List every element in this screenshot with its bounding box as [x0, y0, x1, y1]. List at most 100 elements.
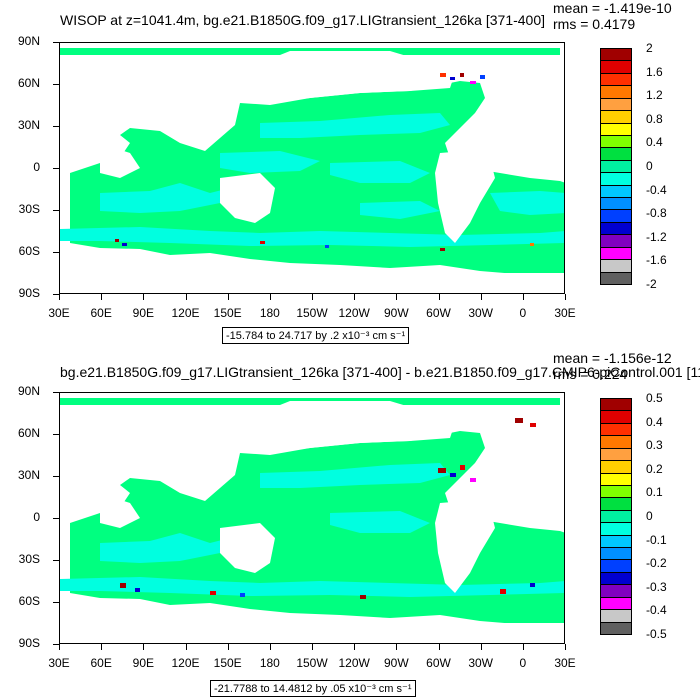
lat-tick	[53, 168, 59, 169]
lon-tick-label: 90W	[383, 656, 409, 670]
lat-tick-label: 90S	[18, 286, 40, 300]
lat-tick	[53, 252, 59, 253]
lon-tick	[269, 644, 271, 650]
lon-tick	[59, 294, 60, 300]
colorbar-label: -0.8	[646, 206, 667, 221]
lat-tick-label: 60N	[17, 76, 40, 90]
lon-tick	[185, 294, 187, 300]
lat-tick	[53, 476, 59, 477]
colorbar-label: -1.2	[646, 229, 667, 244]
lon-tick	[565, 294, 566, 300]
contour-caption: -15.784 to 24.717 by .2 x10⁻³ cm s⁻¹	[222, 327, 410, 344]
lon-tick-label: 60E	[90, 306, 112, 320]
lon-tick-label: 0	[519, 656, 527, 670]
colorbar-swatch	[600, 497, 632, 511]
colorbar-label: -0.1	[646, 532, 667, 547]
colorbar-swatch	[600, 547, 632, 561]
lon-tick-label: 30E	[48, 656, 70, 670]
colorbar-label: 0.1	[646, 485, 663, 500]
lon-tick	[312, 294, 313, 300]
panel-title: bg.e21.B1850G.f09_g17.LIGtransient_126ka…	[60, 364, 700, 380]
noise-features	[120, 418, 536, 599]
colorbar-swatch	[600, 134, 632, 149]
lon-tick-label: 180	[259, 306, 280, 320]
colorbar-swatch	[600, 48, 632, 62]
lat-tick	[53, 518, 59, 519]
lon-tick-label: 180	[259, 656, 280, 670]
colorbar-swatch	[600, 621, 632, 635]
colorbar-swatch	[600, 584, 632, 598]
colorbar-swatch	[600, 559, 632, 573]
lon-tick	[438, 294, 440, 300]
lat-tick	[53, 42, 59, 43]
lon-tick	[143, 294, 145, 300]
colorbar-swatch	[600, 472, 632, 486]
colorbar-swatch	[600, 271, 632, 285]
colorbar-swatch	[600, 447, 632, 462]
lon-tick-label: 30E	[554, 656, 576, 670]
lon-tick-label: 0	[519, 306, 527, 320]
panel-top: WISOP at z=1041.4m, bg.e21.B1850G.f09_g1…	[17, 0, 672, 344]
map-plot	[59, 392, 565, 644]
lon-tick	[396, 644, 398, 650]
lon-tick	[227, 644, 229, 650]
lon-tick	[101, 294, 103, 300]
colorbar-swatch	[600, 72, 632, 87]
lon-tick	[101, 644, 103, 650]
colorbar-label: 2	[646, 41, 653, 55]
colorbar-label: 0	[646, 159, 653, 173]
lat-tick	[53, 84, 59, 85]
colorbar-label: 0.2	[646, 461, 663, 476]
lat-tick-label: 30S	[18, 552, 40, 566]
colorbar-swatch	[600, 509, 632, 524]
colorbar-label: 0.3	[646, 438, 663, 453]
colorbar-swatch	[600, 122, 632, 136]
colorbar-swatch	[600, 60, 632, 74]
lat-tick-label: 30S	[18, 202, 40, 216]
lon-tick	[396, 294, 398, 300]
colorbar-label: 0	[646, 509, 653, 523]
lat-tick-label: 0	[33, 510, 40, 524]
mean-stat: mean = -1.419e-10	[553, 0, 672, 16]
lon-tick	[565, 644, 566, 650]
ocean-field	[60, 48, 564, 275]
lat-tick-label: 30N	[17, 468, 40, 482]
colorbar-swatch	[600, 398, 632, 412]
lat-tick	[53, 126, 59, 127]
map-field	[60, 43, 564, 293]
panel-title: WISOP at z=1041.4m, bg.e21.B1850G.f09_g1…	[60, 12, 546, 28]
colorbar-swatch	[600, 571, 632, 586]
lon-tick-label: 150W	[296, 656, 328, 670]
colorbar-swatch	[600, 85, 632, 99]
lon-tick	[480, 644, 482, 650]
lon-tick-label: 60W	[426, 306, 451, 320]
lon-tick-label: 120W	[338, 306, 370, 320]
lat-tick-label: 90S	[18, 636, 40, 650]
lon-tick	[269, 294, 271, 300]
colorbar-swatch	[600, 609, 632, 623]
lat-tick	[53, 644, 59, 645]
colorbar-swatch	[600, 234, 632, 248]
lon-tick-label: 120W	[338, 656, 370, 670]
colorbar-swatch	[600, 221, 632, 236]
lat-tick-label: 60N	[17, 426, 40, 440]
contour-caption: -21.7788 to 14.4812 by .05 x10⁻³ cm s⁻¹	[210, 680, 416, 697]
lon-tick	[227, 294, 229, 300]
colorbar-swatch	[600, 184, 632, 199]
colorbar-label: 0.4	[646, 414, 663, 429]
lon-tick-label: 30E	[554, 306, 576, 320]
colorbar-label: 0.4	[646, 135, 663, 150]
colorbar-swatch	[600, 97, 632, 112]
colorbar-swatch	[600, 596, 632, 611]
lon-tick-label: 120E	[171, 656, 200, 670]
colorbar-swatch	[600, 197, 632, 211]
colorbar-label: -2	[646, 277, 657, 291]
colorbar-swatch	[600, 159, 632, 174]
lat-tick-label: 30N	[17, 118, 40, 132]
lon-tick-label: 150E	[213, 656, 242, 670]
lat-tick-label: 90N	[17, 384, 40, 398]
mean-stat: mean = -1.156e-12	[553, 350, 672, 366]
lon-tick	[143, 644, 145, 650]
colorbar	[600, 48, 632, 285]
colorbar-swatch	[600, 259, 632, 273]
